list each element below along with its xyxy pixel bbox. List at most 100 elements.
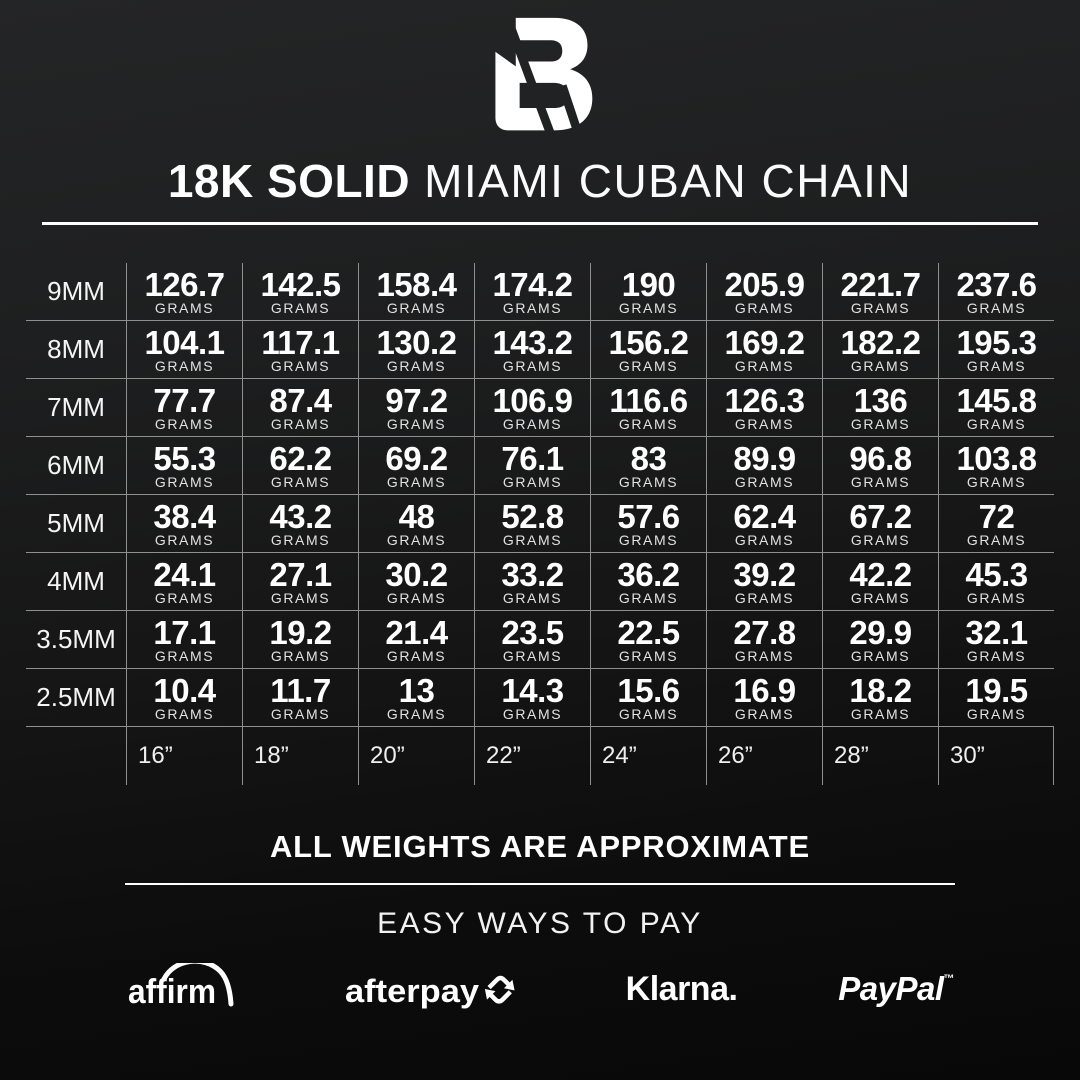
title-divider [42,222,1038,225]
table-row: 6MM 55.3 GRAMS 62.2 GRAMS 69.2 GRAMS 76.1 GR… [26,437,1054,495]
weight-cell: 126.3 GRAMS [706,379,822,436]
weight-cell: 23.5 GRAMS [474,611,590,668]
weight-cell: 77.7 GRAMS [126,379,242,436]
weight-cell: 182.2 GRAMS [822,321,938,378]
weight-cell: 39.2 GRAMS [706,553,822,610]
weight-cell: 97.2 GRAMS [358,379,474,436]
footer-divider [125,883,955,885]
afterpay-logo: afterpay [345,973,515,1009]
weight-cell: 72 GRAMS [938,495,1054,552]
page-title: 18K SOLID MIAMI CUBAN CHAIN [0,154,1080,208]
weight-cell: 126.7 GRAMS [126,263,242,320]
table-row: 3.5MM 17.1 GRAMS 19.2 GRAMS 21.4 GRAMS 23.5… [26,611,1054,669]
weight-cell: 55.3 GRAMS [126,437,242,494]
payments-heading: EASY WAYS TO PAY [377,907,703,940]
weight-cell: 190 GRAMS [590,263,706,320]
weights-table: 9MM 126.7 GRAMS 142.5 GRAMS 158.4 GRAMS 174… [26,263,1054,785]
weight-cell: 117.1 GRAMS [242,321,358,378]
weight-cell: 19.5 GRAMS [938,669,1054,726]
weight-cell: 11.7 GRAMS [242,669,358,726]
row-label: 3.5MM [36,624,116,654]
weight-cell: 158.4 GRAMS [358,263,474,320]
weight-cell: 24.1 GRAMS [126,553,242,610]
weight-cell: 57.6 GRAMS [590,495,706,552]
weight-cell: 30.2 GRAMS [358,553,474,610]
weight-cell: 14.3 GRAMS [474,669,590,726]
length-label: 28” [822,727,938,785]
weight-cell: 42.2 GRAMS [822,553,938,610]
weight-cell: 103.8 GRAMS [938,437,1054,494]
corner-cell [26,727,126,785]
weight-cell: 143.2 GRAMS [474,321,590,378]
klarna-logo: Klarna. [625,969,738,1008]
affirm-arch-icon [161,963,234,1007]
weight-cell: 17.1 GRAMS [126,611,242,668]
afterpay-wordmark: afterpay [345,973,479,1009]
table-row: 5MM 38.4 GRAMS 43.2 GRAMS 48 GRAMS 52.8 GRAM… [26,495,1054,553]
weight-cell: 69.2 GRAMS [358,437,474,494]
weight-cell: 52.8 GRAMS [474,495,590,552]
weight-cell: 156.2 GRAMS [590,321,706,378]
length-label: 30” [938,727,1054,785]
paypal-wordmark: PayPal [838,970,944,1007]
weight-cell: 87.4 GRAMS [242,379,358,436]
lb-monogram-icon [495,17,593,131]
row-label: 2.5MM [36,682,116,712]
table-row: 2.5MM 10.4 GRAMS 11.7 GRAMS 13 GRAMS 14.3 GR… [26,669,1054,727]
title-bold: 18K SOLID [167,155,411,207]
title-regular: MIAMI CUBAN CHAIN [424,155,913,207]
length-label: 20” [358,727,474,785]
weight-cell: 27.1 GRAMS [242,553,358,610]
disclaimer-text: ALL WEIGHTS ARE APPROXIMATE [269,829,810,864]
row-label: 6MM [47,450,105,480]
weight-cell: 48 GRAMS [358,495,474,552]
weight-cell: 130.2 GRAMS [358,321,474,378]
row-label: 7MM [47,392,105,422]
row-label: 4MM [47,566,105,596]
weight-cell: 116.6 GRAMS [590,379,706,436]
table-row: 9MM 126.7 GRAMS 142.5 GRAMS 158.4 GRAMS 174… [26,263,1054,321]
length-label: 16” [126,727,242,785]
weight-cell: 29.9 GRAMS [822,611,938,668]
weight-cell: 33.2 GRAMS [474,553,590,610]
weight-cell: 67.2 GRAMS [822,495,938,552]
weight-cell: 43.2 GRAMS [242,495,358,552]
trademark-symbol: ™ [943,973,955,985]
weight-cell: 27.8 GRAMS [706,611,822,668]
affirm-logo: affirm [128,963,234,1011]
weight-cell: 169.2 GRAMS [706,321,822,378]
weight-cell: 136 GRAMS [822,379,938,436]
length-label: 22” [474,727,590,785]
length-header-row: 16” 18” 20” 22” 24” 26” 28” 30” [26,727,1054,785]
row-label: 9MM [47,276,105,306]
weight-cell: 174.2 GRAMS [474,263,590,320]
weight-cell: 62.4 GRAMS [706,495,822,552]
paypal-logo: PayPal™ [838,970,954,1008]
row-label: 8MM [47,334,105,364]
weight-cell: 21.4 GRAMS [358,611,474,668]
length-label: 26” [706,727,822,785]
weight-cell: 16.9 GRAMS [706,669,822,726]
weight-cell: 89.9 GRAMS [706,437,822,494]
weight-cell: 62.2 GRAMS [242,437,358,494]
weight-cell: 15.6 GRAMS [590,669,706,726]
weight-cell: 45.3 GRAMS [938,553,1054,610]
afterpay-loop-arrows-icon [484,975,515,1004]
weight-cell: 205.9 GRAMS [706,263,822,320]
weight-cell: 96.8 GRAMS [822,437,938,494]
weight-cell: 195.3 GRAMS [938,321,1054,378]
weight-cell: 142.5 GRAMS [242,263,358,320]
weight-cell: 221.7 GRAMS [822,263,938,320]
row-label: 5MM [47,508,105,538]
weight-cell: 36.2 GRAMS [590,553,706,610]
payment-logos-row: affirm afterpay Klarna. PayPal™ [126,961,954,1017]
weight-cell: 13 GRAMS [358,669,474,726]
weight-cell: 106.9 GRAMS [474,379,590,436]
weight-cell: 18.2 GRAMS [822,669,938,726]
weight-cell: 104.1 GRAMS [126,321,242,378]
weight-cell: 76.1 GRAMS [474,437,590,494]
weight-cell: 38.4 GRAMS [126,495,242,552]
table-row: 4MM 24.1 GRAMS 27.1 GRAMS 30.2 GRAMS 33.2 GR… [26,553,1054,611]
weight-cell: 10.4 GRAMS [126,669,242,726]
